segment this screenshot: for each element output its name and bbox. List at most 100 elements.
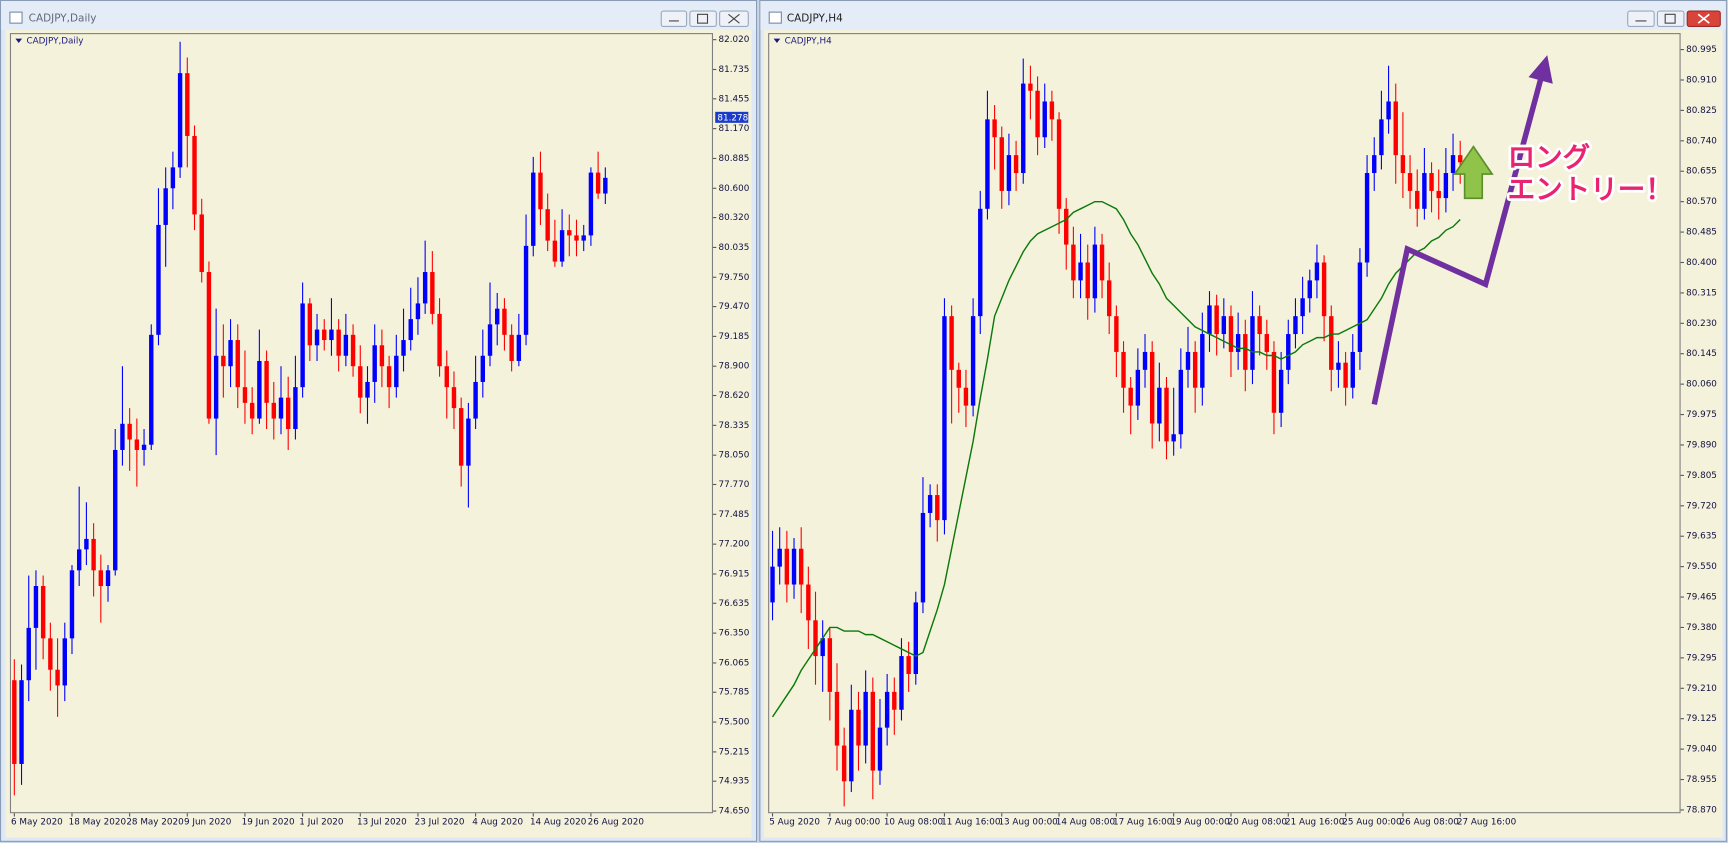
candle-body — [1372, 155, 1377, 174]
candle-body — [545, 209, 550, 241]
candle-body — [956, 369, 961, 388]
candle-body — [502, 308, 507, 335]
candle-body — [386, 366, 392, 388]
candle-body — [372, 345, 377, 382]
candle-body — [480, 355, 486, 382]
candle-body — [40, 586, 46, 639]
y-tick-label: 77.485 — [719, 510, 750, 520]
candle-body — [538, 172, 543, 210]
candle-body — [920, 512, 926, 603]
price-label-box — [715, 111, 749, 123]
candle-body — [62, 638, 67, 686]
candle-body — [1357, 262, 1363, 352]
candle-body — [307, 303, 313, 346]
candle-body — [1128, 387, 1133, 406]
minimize-button[interactable] — [1627, 10, 1655, 27]
maximize-button[interactable] — [1656, 10, 1685, 27]
y-tick-label: 77.200 — [719, 540, 750, 550]
y-tick-label: 81.735 — [719, 65, 750, 75]
candle-body — [278, 397, 284, 419]
title-bar — [1, 1, 756, 30]
y-tick-label: 79.295 — [1686, 653, 1717, 663]
y-tick-label: 79.470 — [719, 302, 750, 312]
candle-body — [892, 691, 897, 710]
candle-body — [1192, 351, 1198, 388]
candle-body — [228, 340, 233, 367]
candle-body — [1379, 119, 1384, 156]
candle-body — [458, 408, 464, 466]
minimize-button[interactable] — [660, 10, 688, 27]
candle-body — [906, 656, 911, 674]
candle-body — [336, 329, 341, 356]
chart-title: CADJPY,Daily — [26, 36, 83, 46]
x-tick-label: 4 Aug 2020 — [472, 818, 523, 828]
candle-body — [1149, 351, 1155, 424]
candle-body — [26, 627, 31, 681]
candle-body — [574, 235, 579, 241]
candle-body — [120, 423, 125, 450]
candle-body — [963, 387, 969, 406]
candle-body — [1028, 83, 1033, 91]
candle-body — [1221, 316, 1227, 335]
candle-body — [451, 387, 457, 409]
candle-body — [567, 230, 572, 236]
candle-body — [221, 355, 226, 367]
candle-body — [1035, 90, 1040, 138]
candle-body — [1450, 155, 1456, 174]
candle-body — [1021, 83, 1026, 174]
candle-body — [257, 360, 262, 419]
candle-body — [329, 329, 334, 341]
y-tick-label: 76.350 — [719, 629, 750, 639]
candle-body — [927, 495, 933, 513]
candle-body — [870, 691, 876, 771]
candle-body — [877, 727, 883, 771]
y-tick-label: 80.230 — [1686, 319, 1717, 329]
y-tick-label: 79.635 — [1686, 532, 1717, 542]
candle-body — [185, 73, 190, 136]
y-tick-label: 79.550 — [1686, 562, 1717, 572]
candle-body — [444, 366, 449, 388]
candle-body — [1443, 173, 1449, 199]
candle-body — [899, 656, 904, 710]
candle-body — [935, 495, 940, 521]
x-tick-label: 14 Aug 2020 — [530, 818, 587, 828]
x-tick-label: 27 Aug 16:00 — [1457, 818, 1517, 828]
y-tick-label: 80.995 — [1686, 45, 1717, 55]
window-h4: CADJPY,H4 CADJPY,H4 80.995 80.910 80.825 80.… — [759, 0, 1727, 842]
candle-body — [1350, 351, 1355, 388]
x-tick-label: 13 Aug 00:00 — [998, 818, 1058, 828]
candle-body — [170, 167, 176, 189]
candle-body — [350, 334, 356, 367]
candle-body — [264, 360, 269, 403]
candle-body — [213, 355, 219, 419]
x-tick-label: 23 Jul 2020 — [415, 818, 465, 828]
candle-body — [798, 548, 804, 585]
annotation-text: ロング — [1508, 142, 1591, 174]
candle-body — [1200, 334, 1205, 388]
y-tick-label: 79.750 — [719, 273, 750, 283]
candle-body — [1314, 262, 1320, 281]
candle-body — [913, 602, 918, 674]
candle-body — [820, 638, 825, 657]
candle-body — [1336, 362, 1341, 370]
candle-body — [1114, 316, 1119, 352]
y-tick-label: 79.890 — [1686, 440, 1717, 450]
window-daily: CADJPY,Daily CADJPY,Daily 82.020 81.735 81.… — [0, 0, 758, 842]
x-tick-label: 7 Aug 00:00 — [827, 818, 881, 828]
maximize-button[interactable] — [689, 10, 717, 27]
candle-body — [1243, 334, 1248, 370]
x-tick-label: 14 Aug 08:00 — [1056, 818, 1116, 828]
y-tick-label: 76.635 — [719, 599, 750, 609]
candle-body — [1364, 173, 1370, 263]
candle-body — [1400, 155, 1406, 174]
candle-body — [1157, 387, 1162, 424]
close-icon — [728, 13, 740, 24]
candle-body — [415, 303, 421, 320]
y-tick-label: 75.500 — [719, 718, 750, 728]
candle-body — [12, 680, 17, 764]
candle-body — [791, 548, 797, 585]
y-tick-label: 81.170 — [719, 124, 750, 134]
window-icon — [768, 11, 782, 24]
plot-frame — [9, 33, 714, 814]
